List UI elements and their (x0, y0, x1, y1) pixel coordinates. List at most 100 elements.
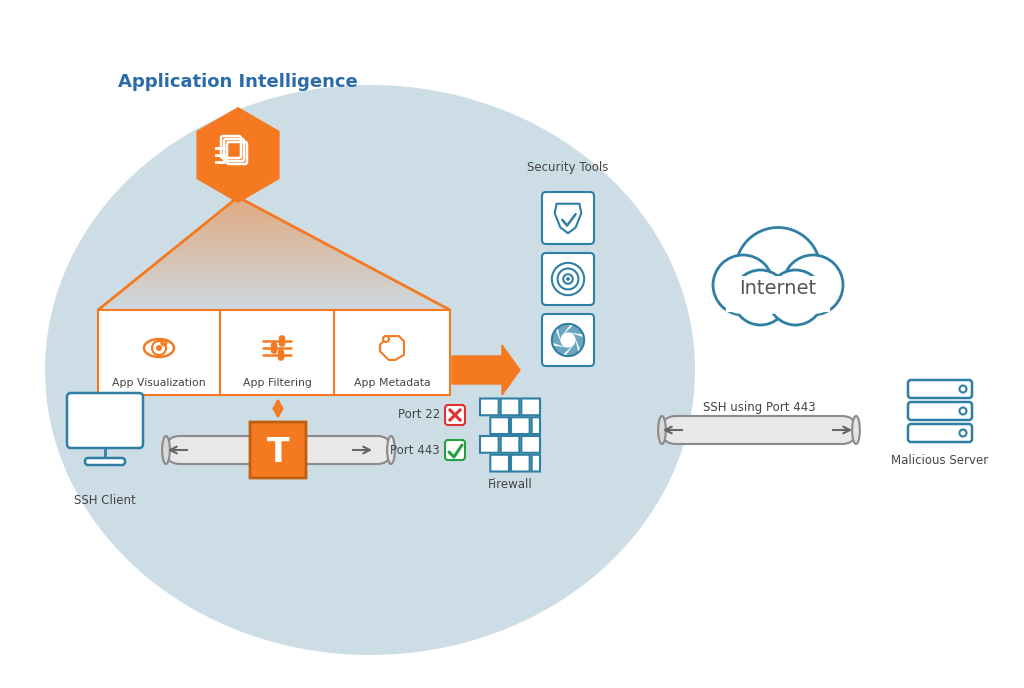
Polygon shape (150, 267, 373, 268)
FancyBboxPatch shape (908, 424, 972, 442)
Polygon shape (201, 225, 295, 227)
Polygon shape (126, 286, 408, 288)
FancyBboxPatch shape (480, 398, 499, 416)
FancyBboxPatch shape (480, 436, 499, 453)
FancyBboxPatch shape (67, 393, 143, 448)
FancyBboxPatch shape (908, 380, 972, 398)
FancyBboxPatch shape (98, 310, 220, 395)
FancyArrow shape (452, 345, 520, 395)
Polygon shape (553, 345, 571, 355)
Polygon shape (194, 231, 305, 233)
Polygon shape (208, 219, 284, 222)
Polygon shape (197, 107, 280, 203)
Polygon shape (147, 268, 376, 270)
Text: App Filtering: App Filtering (243, 378, 311, 388)
FancyBboxPatch shape (728, 277, 828, 311)
Text: SSH using Port 443: SSH using Port 443 (702, 402, 815, 414)
Polygon shape (552, 330, 564, 347)
Polygon shape (217, 212, 269, 214)
Polygon shape (189, 235, 312, 237)
Polygon shape (133, 280, 397, 282)
FancyBboxPatch shape (279, 350, 284, 360)
Polygon shape (166, 253, 347, 255)
Polygon shape (108, 301, 436, 303)
Ellipse shape (387, 436, 395, 464)
Polygon shape (152, 265, 369, 267)
Ellipse shape (162, 436, 170, 464)
Polygon shape (224, 206, 259, 208)
Polygon shape (137, 276, 390, 278)
FancyBboxPatch shape (542, 314, 594, 366)
FancyBboxPatch shape (908, 402, 972, 420)
FancyBboxPatch shape (250, 422, 306, 478)
Ellipse shape (852, 416, 860, 444)
Polygon shape (110, 299, 432, 301)
Polygon shape (164, 255, 351, 257)
Text: T: T (266, 436, 290, 469)
FancyBboxPatch shape (531, 455, 540, 471)
Polygon shape (555, 204, 582, 233)
Text: App Metadata: App Metadata (353, 378, 430, 388)
FancyBboxPatch shape (662, 416, 856, 444)
Text: Security Tools: Security Tools (527, 162, 608, 175)
FancyBboxPatch shape (490, 417, 509, 434)
Polygon shape (236, 197, 242, 199)
FancyBboxPatch shape (521, 398, 540, 416)
Polygon shape (233, 199, 245, 201)
Polygon shape (182, 240, 323, 242)
Polygon shape (142, 272, 383, 275)
Text: Firewall: Firewall (487, 478, 532, 491)
Circle shape (768, 270, 823, 325)
Polygon shape (210, 217, 281, 219)
Ellipse shape (45, 85, 695, 655)
FancyBboxPatch shape (334, 310, 450, 395)
Circle shape (735, 228, 820, 312)
Polygon shape (157, 261, 361, 263)
Polygon shape (558, 324, 570, 340)
Circle shape (156, 345, 162, 351)
FancyBboxPatch shape (220, 310, 334, 395)
Polygon shape (168, 252, 344, 253)
Text: Port 443: Port 443 (390, 444, 440, 457)
FancyBboxPatch shape (85, 458, 125, 465)
Polygon shape (124, 288, 411, 289)
FancyBboxPatch shape (501, 436, 519, 453)
Polygon shape (135, 278, 393, 280)
Circle shape (959, 429, 967, 436)
Circle shape (733, 270, 788, 325)
Polygon shape (154, 263, 366, 265)
Polygon shape (571, 334, 584, 350)
FancyBboxPatch shape (521, 436, 540, 453)
Polygon shape (231, 201, 249, 203)
FancyBboxPatch shape (511, 455, 529, 471)
Polygon shape (206, 222, 288, 224)
Polygon shape (102, 304, 443, 306)
Polygon shape (140, 275, 386, 276)
Polygon shape (212, 216, 276, 217)
Polygon shape (131, 282, 400, 283)
FancyBboxPatch shape (271, 343, 276, 353)
Text: Application Intelligence: Application Intelligence (118, 73, 357, 91)
Circle shape (959, 407, 967, 414)
FancyBboxPatch shape (542, 192, 594, 244)
Polygon shape (565, 340, 579, 356)
FancyBboxPatch shape (445, 405, 465, 425)
Text: Malicious Server: Malicious Server (891, 455, 988, 468)
Text: Internet: Internet (739, 279, 816, 297)
Circle shape (783, 255, 843, 315)
Polygon shape (196, 229, 302, 231)
Ellipse shape (658, 416, 666, 444)
Polygon shape (128, 283, 404, 286)
Polygon shape (117, 293, 422, 295)
Circle shape (383, 336, 389, 342)
Polygon shape (112, 297, 429, 299)
Text: Port 22: Port 22 (397, 409, 440, 422)
Polygon shape (184, 239, 319, 240)
FancyBboxPatch shape (501, 398, 519, 416)
Polygon shape (175, 246, 334, 248)
Circle shape (959, 385, 967, 392)
Polygon shape (121, 289, 415, 291)
FancyBboxPatch shape (725, 277, 830, 314)
Polygon shape (199, 227, 298, 229)
Text: SSH Client: SSH Client (74, 493, 136, 506)
